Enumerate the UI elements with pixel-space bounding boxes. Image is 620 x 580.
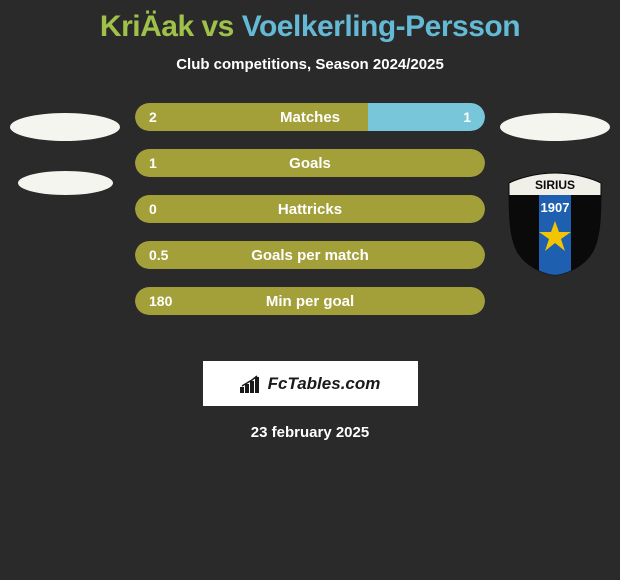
date-label: 23 february 2025 — [0, 424, 620, 441]
stat-label: Hattricks — [135, 195, 485, 223]
stat-row: 21Matches — [135, 103, 485, 131]
stat-row: 1Goals — [135, 149, 485, 177]
stat-row: 180Min per goal — [135, 287, 485, 315]
stat-row: 0.5Goals per match — [135, 241, 485, 269]
placeholder-logo-icon — [10, 113, 120, 141]
subtitle: Club competitions, Season 2024/2025 — [0, 56, 620, 73]
title-vs: vs — [194, 10, 242, 43]
page-title: KriÄak vs Voelkerling-Persson — [0, 0, 620, 44]
brand-box: FcTables.com — [203, 361, 418, 406]
right-team-logos: SIRIUS 1907 — [490, 103, 620, 276]
comparison-panel: 21Matches 1Goals 0Hattricks 0.5Goals per ma… — [0, 103, 620, 353]
brand-label: FcTables.com — [268, 374, 381, 394]
placeholder-logo-icon — [500, 113, 610, 141]
svg-text:1907: 1907 — [541, 200, 570, 215]
stat-label: Matches — [135, 103, 485, 131]
svg-text:SIRIUS: SIRIUS — [535, 178, 575, 192]
stat-label: Goals per match — [135, 241, 485, 269]
stat-label: Min per goal — [135, 287, 485, 315]
sirius-badge-icon: SIRIUS 1907 — [505, 171, 605, 276]
stat-label: Goals — [135, 149, 485, 177]
bar-chart-icon — [240, 375, 262, 393]
stat-rows: 21Matches 1Goals 0Hattricks 0.5Goals per ma… — [135, 103, 485, 333]
title-left: KriÄak — [100, 10, 194, 43]
placeholder-logo-icon — [18, 171, 113, 195]
stat-row: 0Hattricks — [135, 195, 485, 223]
title-right: Voelkerling-Persson — [242, 10, 520, 43]
left-team-logos — [0, 103, 130, 225]
